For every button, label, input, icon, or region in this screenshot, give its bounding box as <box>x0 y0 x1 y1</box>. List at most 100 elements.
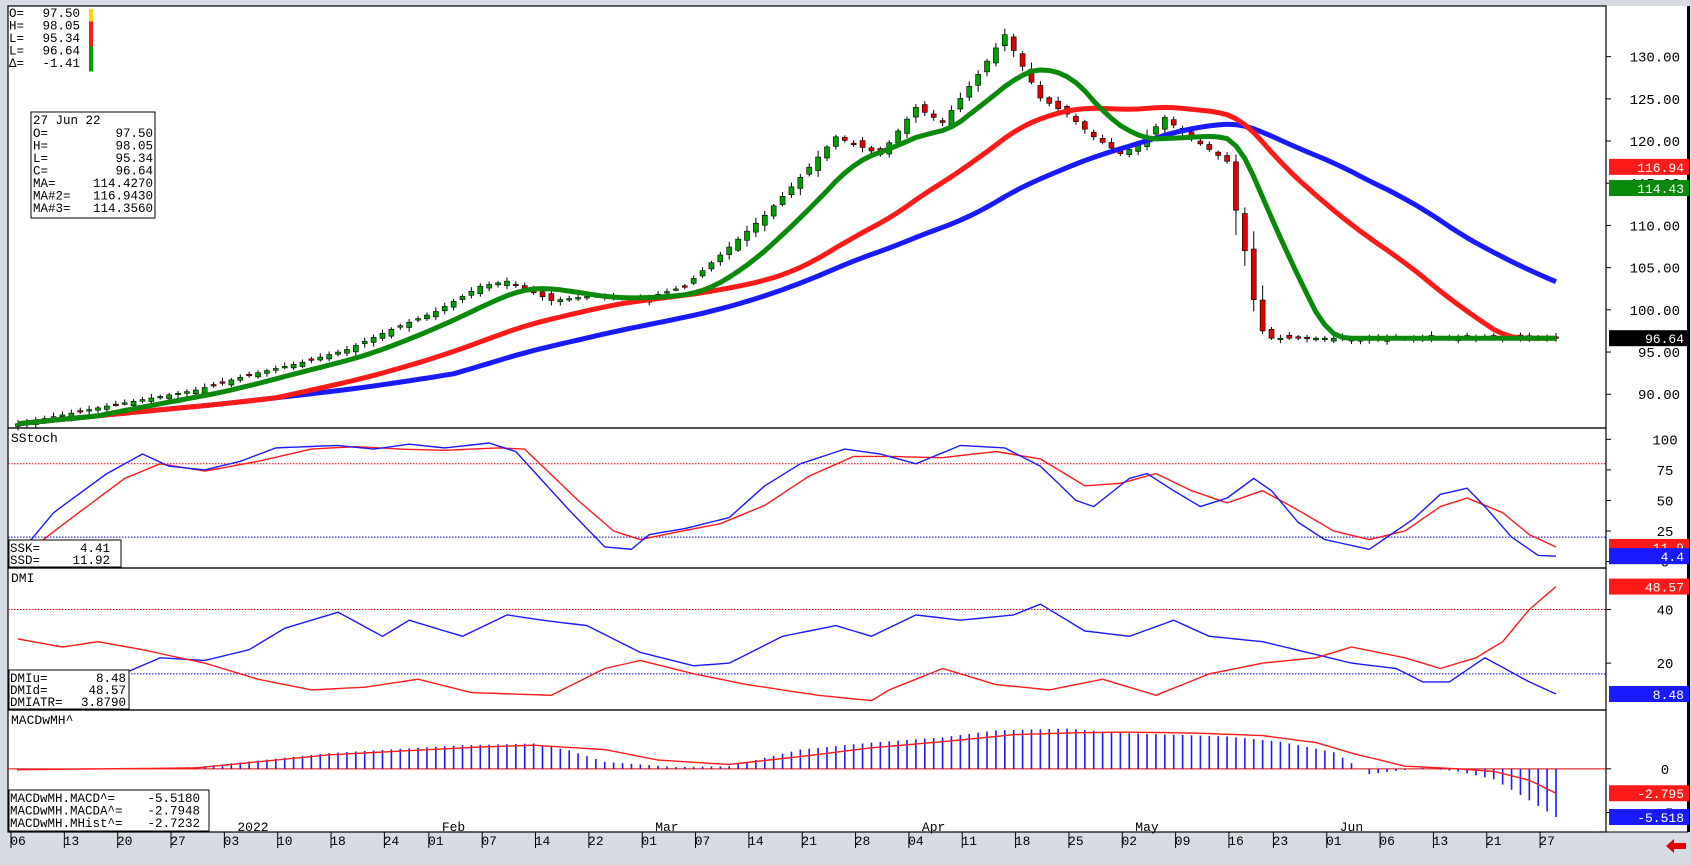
info-box-value: 114.3560 <box>93 202 153 216</box>
candle <box>921 101 928 117</box>
candle <box>264 368 270 377</box>
candle <box>1126 147 1133 158</box>
price-value-tag-0: 116.94 <box>1609 158 1689 176</box>
candle <box>1090 129 1097 141</box>
x-tick-label: 22 <box>588 834 604 849</box>
x-tick-label: 01 <box>641 834 657 849</box>
sstoch-value-tag-1-text: 4.4 <box>1661 550 1685 565</box>
x-tick-label: 18 <box>330 834 346 849</box>
candle <box>450 298 457 311</box>
candle <box>317 353 324 362</box>
candle-body <box>664 291 670 294</box>
candle-body <box>433 311 439 318</box>
x-axis: 06 13 20 27 03 10 18 24 01 07 14 22 01 07 14 21 28 04 11 18… <box>10 820 1555 849</box>
macd-value-tag-1-bg <box>1609 809 1689 826</box>
candle-body <box>921 104 928 113</box>
sstoch-legend-label: SSD= <box>10 554 40 568</box>
candle-body <box>1037 85 1044 99</box>
scroll-left-arrow-icon[interactable] <box>1666 839 1686 853</box>
candle-body <box>1304 336 1310 340</box>
candle <box>370 334 377 347</box>
x-tick-label: 11 <box>961 834 977 849</box>
candle <box>859 137 866 153</box>
candle-body <box>1322 337 1328 340</box>
candle <box>299 359 306 369</box>
candle-body <box>184 391 190 394</box>
candle <box>477 283 484 297</box>
candle <box>904 116 910 139</box>
x-tick-label: 27 <box>1539 834 1555 849</box>
x-tick-label: 25 <box>1068 834 1084 849</box>
sstoch-k-line <box>17 442 1557 557</box>
candle <box>815 150 821 177</box>
candle <box>441 302 448 315</box>
candle <box>1313 336 1319 342</box>
x-tick-label: 13 <box>64 834 80 849</box>
candle-body <box>441 306 448 312</box>
candle <box>1277 334 1284 344</box>
info-box-label: MA= <box>33 177 56 191</box>
macd-value-tag-0-bg <box>1609 785 1689 802</box>
candle-body <box>761 215 768 226</box>
info-box-value: 97.50 <box>115 127 153 141</box>
candle <box>1242 207 1248 266</box>
candle-body <box>77 410 84 413</box>
sstoch-legend-label: SSK= <box>10 542 40 556</box>
candle-body <box>450 301 457 308</box>
candle <box>513 281 519 289</box>
candle <box>95 406 101 413</box>
candle-body <box>166 394 172 400</box>
candle-body <box>1197 140 1204 145</box>
sstoch-legend-box <box>8 539 122 568</box>
header-value: 95.34 <box>42 32 80 46</box>
info-box-label: H= <box>33 140 48 154</box>
candle-body <box>130 400 137 407</box>
price-value-tag-0-text: 116.94 <box>1637 161 1684 176</box>
candle <box>1206 141 1213 152</box>
x-month-label: Jun <box>1340 820 1363 835</box>
candle-body <box>868 147 875 152</box>
candle <box>548 289 555 306</box>
x-month-label: May <box>1135 820 1159 835</box>
candle <box>1250 231 1257 312</box>
candle-body <box>744 230 750 241</box>
candle <box>930 109 937 121</box>
candle-body <box>1268 329 1275 339</box>
candle <box>210 381 217 388</box>
candle-body <box>504 280 510 286</box>
candle <box>1010 33 1017 58</box>
candle <box>1082 119 1088 134</box>
info-box-label: O= <box>33 127 48 141</box>
candle-body <box>1286 334 1293 339</box>
header-color-swatch <box>89 46 93 59</box>
x-tick-label: 04 <box>908 834 924 849</box>
candle <box>344 345 350 357</box>
x-tick-label: 28 <box>855 834 871 849</box>
candle <box>86 405 92 415</box>
macd-legend-label: MACDwMH.MACDA^= <box>10 805 123 819</box>
candle <box>1286 331 1293 340</box>
candle-body <box>708 262 715 270</box>
candle <box>1019 51 1026 71</box>
candle <box>681 284 688 290</box>
candle-body <box>584 296 590 299</box>
candle <box>326 351 332 362</box>
dmi-value-tag-0: 48.57 <box>1609 578 1689 596</box>
candle <box>566 295 572 302</box>
price-tick-label: 100.00 <box>1630 304 1680 320</box>
candle-body <box>1126 149 1133 155</box>
candle-body <box>513 283 519 286</box>
candle-body <box>966 86 973 98</box>
candle-body <box>219 381 226 384</box>
candle-body <box>317 356 324 361</box>
candle <box>468 287 475 299</box>
candle-body <box>1277 337 1284 340</box>
candle <box>504 277 510 290</box>
candle-body <box>486 284 492 289</box>
candle <box>228 377 235 388</box>
sstoch-title: SStoch <box>11 431 58 446</box>
macd-legend-value: -2.7948 <box>147 805 200 819</box>
x-month-label: Feb <box>442 820 465 835</box>
